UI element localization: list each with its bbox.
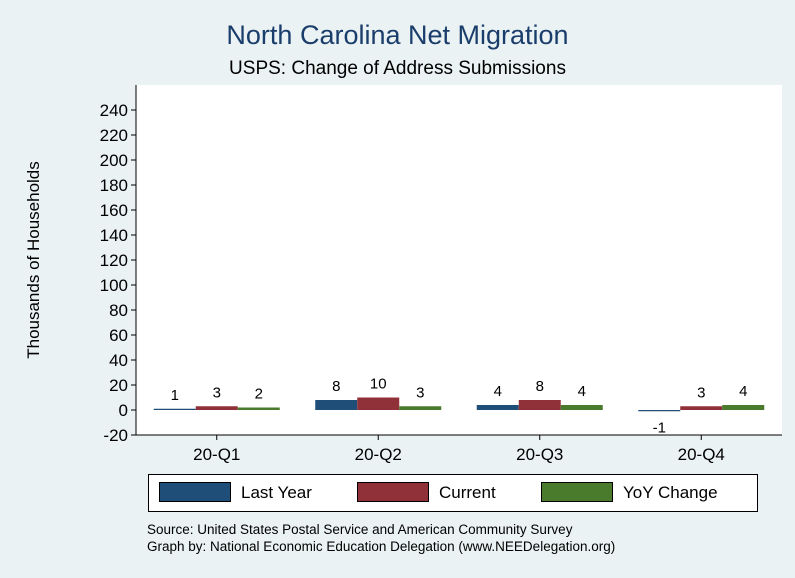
bar-value-label: 8 (332, 378, 340, 395)
y-tick-label: 180 (100, 176, 128, 195)
legend-label-last-year: Last Year (241, 483, 312, 502)
plot-area (136, 85, 782, 435)
legend-label-current: Current (439, 483, 496, 502)
legend-swatch-yoy-change (541, 482, 613, 502)
x-tick-label: 20-Q4 (678, 445, 725, 464)
y-tick-label: 40 (109, 351, 128, 370)
y-tick-label: 120 (100, 251, 128, 270)
bar (560, 405, 603, 410)
bar (476, 405, 519, 410)
bar-value-label: 10 (370, 376, 387, 393)
bar (153, 408, 196, 410)
bar (518, 400, 561, 410)
y-tick-label: 240 (100, 101, 128, 120)
legend-swatch-current (357, 482, 429, 502)
source-note: Source: United States Postal Service and… (147, 521, 615, 555)
legend: Last Year Current YoY Change (148, 474, 758, 512)
bar (315, 400, 358, 410)
bar-value-label: 3 (213, 384, 221, 401)
chart-subtitle: USPS: Change of Address Submissions (229, 58, 566, 79)
bar (680, 406, 723, 410)
y-tick-label: 220 (100, 126, 128, 145)
bar-value-label: 3 (697, 384, 705, 401)
bar-value-label: 4 (739, 383, 747, 400)
bar (357, 397, 400, 410)
bar-value-label: 2 (255, 386, 263, 403)
y-tick-label: 80 (109, 301, 128, 320)
y-tick-label: 200 (100, 151, 128, 170)
y-tick-label: 100 (100, 276, 128, 295)
bar-value-label: 4 (494, 383, 502, 400)
legend-label-yoy-change: YoY Change (623, 483, 718, 502)
y-tick-label: 0 (119, 401, 128, 420)
y-tick-label: 160 (100, 201, 128, 220)
bar-value-label: 1 (171, 387, 179, 404)
y-tick-label: -20 (103, 426, 128, 445)
bar (722, 405, 765, 410)
y-tick-label: 20 (109, 376, 128, 395)
credit-line: Graph by: National Economic Education De… (147, 539, 616, 554)
x-tick-label: 20-Q2 (355, 445, 402, 464)
bar (399, 406, 442, 410)
bar (237, 407, 280, 410)
bar-value-label: 3 (416, 384, 424, 401)
y-tick-label: 140 (100, 226, 128, 245)
bar-value-label: 8 (536, 378, 544, 395)
source-line: Source: United States Postal Service and… (147, 522, 573, 537)
chart-title: North Carolina Net Migration (226, 20, 569, 50)
x-tick-label: 20-Q1 (193, 445, 240, 464)
bar-value-label: -1 (653, 419, 666, 436)
bar (638, 410, 681, 412)
legend-swatch-last-year (159, 482, 231, 502)
bar (195, 406, 238, 410)
y-tick-label: 60 (109, 326, 128, 345)
x-tick-label: 20-Q3 (516, 445, 563, 464)
bar-value-label: 4 (578, 383, 586, 400)
